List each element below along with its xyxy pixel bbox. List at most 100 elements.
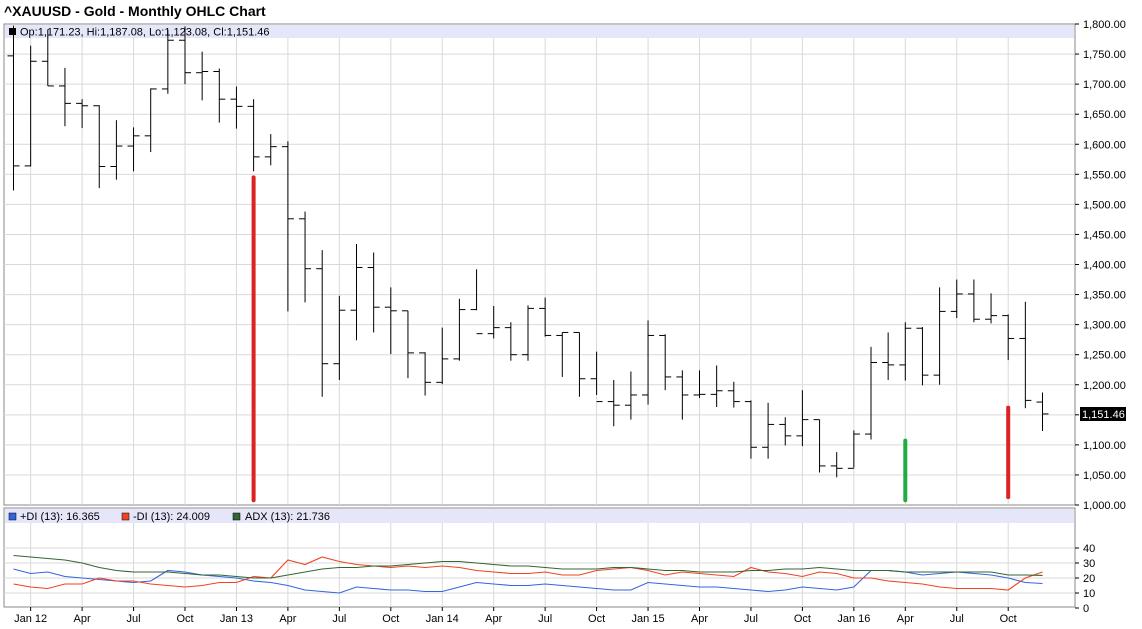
price-tick-label: 1,100.00	[1083, 440, 1126, 452]
ohlc-bar	[333, 295, 346, 380]
dmi-tick-label: 10	[1083, 588, 1095, 600]
price-tick-label: 1,300.00	[1083, 320, 1126, 332]
ohlc-bar	[299, 211, 312, 303]
time-tick-label: Apr	[74, 613, 91, 625]
ohlc-bar	[865, 346, 877, 440]
ohlc-bar	[710, 365, 723, 407]
price-axis: 1,000.001,050.001,100.001,150.001,200.00…	[1075, 19, 1126, 512]
ohlc-bar	[762, 402, 775, 459]
legend-swatch-plus-di	[8, 512, 17, 521]
ohlc-bar	[573, 331, 586, 397]
ohlc-bar	[522, 305, 534, 361]
price-tick-label: 1,800.00	[1083, 19, 1126, 31]
time-tick-label: Apr	[897, 613, 914, 625]
ohlc-bar	[316, 250, 329, 397]
ohlc-bar	[950, 279, 963, 319]
dmi-tick-label: 40	[1083, 543, 1095, 555]
dmi-tick-label: 30	[1083, 558, 1095, 570]
ohlc-bar	[1019, 301, 1032, 409]
price-tick-label: 1,650.00	[1083, 109, 1126, 121]
ohlc-bar	[676, 370, 689, 420]
signal-markers	[251, 175, 1011, 503]
ohlc-bar	[350, 244, 363, 341]
ohlc-readout: Op:1,171.23, Hi:1,187.08, Lo:1,123.08, C…	[20, 27, 270, 39]
time-axis: Jan 12 Apr Jul Oct Jan 13 Apr Jul Oct Jan 14 Apr J…	[14, 607, 1017, 625]
last-price-box	[1080, 407, 1126, 421]
legend-adx: ADX (13): 21.736	[245, 511, 330, 523]
ohlc-bar	[127, 127, 140, 172]
dmi-panel: +DI (13): 16.365 -DI (13): 24.009 ADX (1…	[3, 507, 1095, 615]
ohlc-bar	[933, 287, 946, 385]
time-tick-label: Jul	[127, 613, 141, 625]
legend-swatch-minus-di	[121, 512, 130, 521]
ohlc-bar	[539, 297, 552, 337]
ohlc-bar	[1036, 392, 1049, 431]
ohlc-bar	[161, 30, 174, 94]
ohlc-bar	[1002, 314, 1015, 361]
ohlc-bar	[607, 379, 620, 427]
price-tick-label: 1,700.00	[1083, 79, 1126, 91]
ohlc-bars	[7, 25, 1049, 478]
ohlc-bar	[796, 390, 809, 447]
ohlc-bar	[453, 298, 466, 361]
price-tick-label: 1,750.00	[1083, 49, 1126, 61]
legend-minus-di: -DI (13): 24.009	[133, 511, 210, 523]
price-tick-label: 1,350.00	[1083, 290, 1126, 302]
ohlc-bar	[899, 322, 912, 381]
dmi-axis: 0 10 20 30 40	[1075, 543, 1095, 615]
dmi-tick-label: 20	[1083, 573, 1095, 585]
price-tick-label: 1,400.00	[1083, 260, 1126, 272]
time-tick-label: Jul	[950, 613, 964, 625]
ohlc-bar	[179, 26, 191, 85]
ohlc-bar	[110, 120, 123, 180]
ohlc-bar	[882, 332, 895, 380]
ohlc-bar	[642, 320, 655, 405]
ohlc-bar	[76, 99, 89, 129]
ohlc-bar	[58, 67, 71, 127]
dmi-panel-frame	[3, 507, 1076, 608]
ohlc-bar	[367, 252, 380, 333]
dmi-lines	[13, 554, 1043, 594]
ohlc-bar	[727, 381, 740, 408]
price-tick-label: 1,050.00	[1083, 470, 1126, 482]
price-tick-label: 1,200.00	[1083, 380, 1126, 392]
price-tick-label: 1,500.00	[1083, 199, 1126, 211]
price-tick-label: 1,600.00	[1083, 139, 1126, 151]
info-swatch	[9, 28, 16, 35]
time-tick-label: Oct	[382, 613, 399, 625]
ohlc-bar	[93, 105, 106, 189]
series-line-di	[13, 556, 1043, 591]
time-tick-label: Jan 13	[220, 613, 253, 625]
time-tick-label: Jan 12	[14, 613, 47, 625]
last-price-label: 1,151.46	[1082, 409, 1125, 421]
time-tick-label: Apr	[485, 613, 502, 625]
ohlc-bar	[470, 269, 483, 335]
ohlc-bar	[590, 351, 603, 403]
time-tick-label: Apr	[691, 613, 708, 625]
ohlc-bar	[247, 99, 260, 172]
ohlc-info-bar	[5, 25, 1074, 38]
ohlc-bar	[985, 293, 998, 324]
ohlc-bar	[281, 141, 294, 312]
price-tick-label: 1,000.00	[1083, 500, 1126, 512]
ohlc-bar	[813, 419, 826, 473]
time-tick-label: Jan 14	[426, 613, 459, 625]
ohlc-bar	[624, 371, 637, 420]
ohlc-bar	[779, 417, 792, 446]
ohlc-bar	[659, 334, 672, 391]
ohlc-bar	[504, 322, 517, 361]
price-tick-label: 1,250.00	[1083, 350, 1126, 362]
price-tick-label: 1,450.00	[1083, 229, 1126, 241]
dmi-grid	[4, 523, 1075, 607]
ohlc-bar	[264, 134, 277, 166]
time-tick-label: Jul	[332, 613, 346, 625]
ohlc-bar	[401, 310, 414, 379]
ohlc-bar	[384, 287, 397, 355]
ohlc-bar	[830, 452, 843, 478]
time-tick-label: Jul	[538, 613, 552, 625]
time-tick-label: Jan 15	[632, 613, 665, 625]
ohlc-bar	[419, 352, 432, 396]
dmi-tick-label: 0	[1083, 603, 1089, 615]
ohlc-bar	[916, 327, 929, 386]
